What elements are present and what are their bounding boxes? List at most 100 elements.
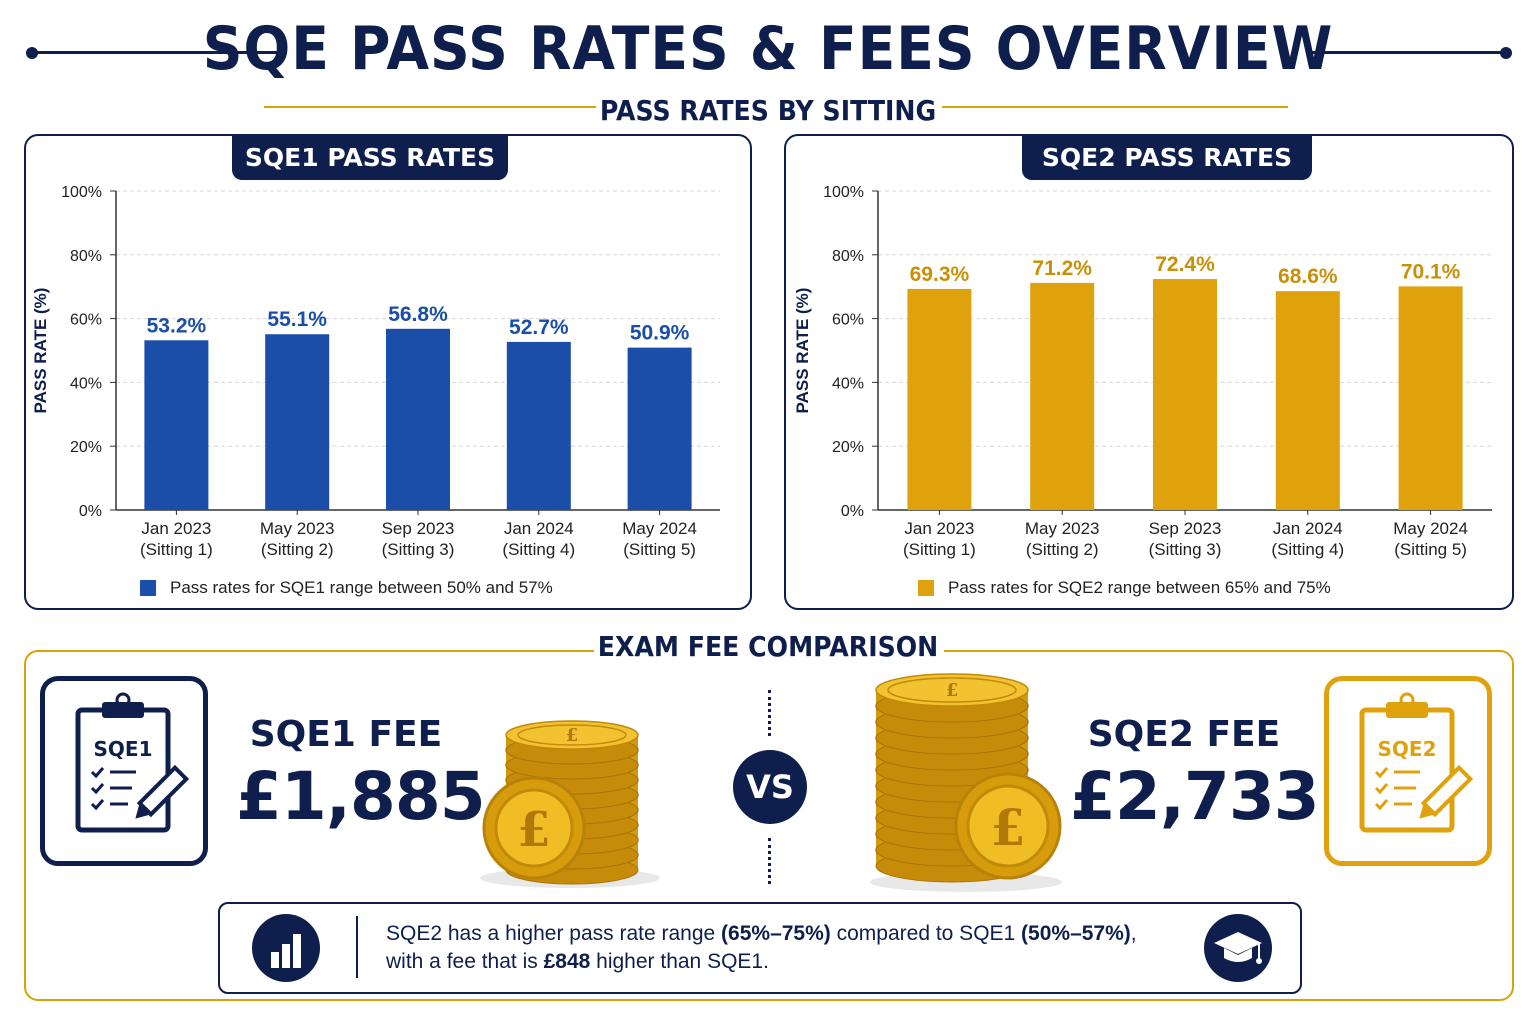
sqe1-coin-top-rim (517, 724, 627, 746)
sqe1-data-label: 50.9% (630, 322, 690, 345)
sqe1-bar (144, 340, 209, 510)
sqe1-y-tick-label: 60% (70, 312, 102, 329)
sqe2-bar (907, 288, 972, 510)
sqe2-fee-label: SQE2 FEE (1087, 714, 1281, 755)
sqe1-chart-panel: SQE1 PASS RATES 0% 20% 40% 60% 80% 100% PASS R… (24, 134, 752, 610)
sqe1-fee-label: SQE1 FEE (249, 714, 443, 755)
summary-text-part: higher than SQE1. (590, 950, 769, 973)
sqe1-x-tick-sublabel: (Sitting 3) (382, 540, 455, 559)
sqe1-coin-symbol: £ (517, 802, 550, 858)
vs-badge: VS (733, 750, 807, 824)
sqe1-x-tick-label: Jan 2023 (141, 519, 211, 538)
sqe2-y-tick-label: 20% (832, 439, 864, 456)
sqe2-fee-value: £2,733 (1070, 758, 1320, 835)
sqe2-coin (875, 673, 1029, 707)
sqe1-data-label: 53.2% (147, 314, 207, 337)
pass-rates-right-rule (942, 106, 1288, 108)
fee-heading-gap (582, 644, 954, 654)
sqe1-y-tick-label: 100% (61, 184, 102, 201)
graduation-cap-icon (1204, 914, 1272, 982)
sqe1-y-tick-label: 0% (79, 503, 102, 520)
sqe1-legend-swatch (140, 580, 156, 596)
summary-divider (356, 916, 358, 978)
sqe1-bar-chart: 0% 20% 40% 60% 80% 100% PASS RATE (%) 53.2% Jan … (31, 184, 720, 559)
sqe2-coin-top-rim (887, 677, 1017, 703)
sqe2-x-tick-label: Jan 2023 (904, 519, 974, 538)
sqe1-bar (386, 328, 450, 510)
sqe2-data-label: 70.1% (1401, 260, 1461, 283)
sqe1-y-tick-label: 20% (70, 439, 102, 456)
summary-highlight: (50%–57%) (1021, 922, 1131, 945)
pass-rates-heading: PASS RATES BY SITTING (599, 94, 937, 127)
sqe2-chart-panel: SQE2 PASS RATES 0% 20% 40% 60% 80% 100% PASS R… (784, 134, 1514, 610)
sqe2-x-tick-label: Sep 2023 (1149, 519, 1222, 538)
sqe2-legend-swatch (918, 580, 934, 596)
vs-top-dots (768, 690, 775, 736)
sqe2-y-tick-label: 100% (823, 184, 864, 201)
sqe2-x-tick-sublabel: (Sitting 3) (1149, 540, 1222, 559)
sqe1-fee-value: £1,885 (236, 758, 486, 835)
sqe1-coin-top-symbol: £ (566, 725, 579, 746)
sqe1-y-axis-label: PASS RATE (%) (31, 288, 50, 414)
fee-left-rule (530, 650, 594, 652)
sqe1-x-tick-label: Jan 2024 (504, 519, 574, 538)
sqe1-x-tick-sublabel: (Sitting 2) (261, 540, 334, 559)
clipboard-icon: SQE1 (75, 692, 190, 833)
summary-text-part: with a fee that is (386, 950, 544, 973)
sqe2-legend: Pass rates for SQE2 range between 65% an… (918, 578, 1331, 598)
sqe1-x-tick-label: Sep 2023 (382, 519, 455, 538)
sqe2-clipboard-card: SQE2 (1324, 676, 1492, 866)
sqe1-x-tick-sublabel: (Sitting 5) (623, 540, 696, 559)
sqe1-data-label: 56.8% (388, 303, 448, 326)
sqe2-x-tick-label: Jan 2024 (1273, 519, 1343, 538)
page-title: SQE PASS RATES & FEES OVERVIEW (202, 14, 1334, 84)
sqe1-clipboard-text: SQE1 (94, 737, 153, 761)
summary-text-part: compared to SQE1 (830, 922, 1022, 945)
summary-text-part: SQE2 has a higher pass rate range (386, 922, 722, 945)
sqe2-x-tick-label: May 2023 (1025, 519, 1100, 538)
sqe1-x-tick-sublabel: (Sitting 1) (140, 540, 213, 559)
sqe1-coin-stack-icon: £ £ (480, 720, 660, 888)
sqe2-x-tick-sublabel: (Sitting 1) (903, 540, 976, 559)
sqe1-x-tick-label: May 2024 (622, 519, 697, 538)
sqe1-bar (265, 334, 330, 510)
sqe2-bar-chart: 0% 20% 40% 60% 80% 100% PASS RATE (%) 69.3% Jan … (793, 184, 1492, 559)
sqe2-bar (1153, 279, 1217, 510)
bar-chart-icon (252, 914, 320, 982)
sqe1-x-tick-sublabel: (Sitting 4) (502, 540, 575, 559)
sqe2-x-tick-sublabel: (Sitting 2) (1026, 540, 1099, 559)
sqe2-legend-text: Pass rates for SQE2 range between 65% an… (948, 578, 1331, 597)
clipboard-icon: SQE2 (1359, 692, 1474, 833)
sqe1-data-label: 55.1% (267, 308, 327, 331)
sqe1-legend-text: Pass rates for SQE1 range between 50% an… (170, 578, 553, 597)
sqe1-coin (505, 720, 639, 750)
sqe1-clipboard-card: SQE1 (40, 676, 208, 866)
summary-highlight: £848 (543, 950, 591, 973)
summary-highlight: (65%–75%) (721, 922, 831, 945)
sqe1-bar (506, 341, 571, 510)
sqe2-data-label: 72.4% (1155, 253, 1215, 276)
sqe2-data-label: 68.6% (1278, 265, 1338, 288)
fee-heading: EXAM FEE COMPARISON (597, 630, 939, 663)
summary-box: SQE2 has a higher pass rate range (65%–7… (218, 902, 1302, 994)
sqe2-coin-symbol: £ (991, 798, 1026, 857)
sqe1-bar (627, 347, 692, 510)
sqe2-bar (1398, 286, 1463, 510)
sqe1-y-tick-label: 80% (70, 248, 102, 265)
vs-bottom-dots (768, 838, 775, 884)
sqe1-y-tick-label: 40% (70, 375, 102, 392)
summary-text-part: , (1130, 922, 1137, 945)
sqe2-y-tick-label: 80% (832, 248, 864, 265)
sqe1-data-label: 52.7% (509, 316, 569, 339)
sqe2-coin-top-symbol: £ (946, 680, 959, 701)
sqe2-clipboard-text: SQE2 (1378, 737, 1437, 761)
sqe2-y-tick-label: 40% (832, 375, 864, 392)
sqe2-y-axis-label: PASS RATE (%) (793, 288, 812, 414)
title-right-rule (1312, 51, 1504, 54)
fee-right-rule (944, 650, 1008, 652)
sqe2-x-tick-sublabel: (Sitting 5) (1394, 540, 1467, 559)
title-right-dot (1500, 47, 1512, 59)
title-left-rule (32, 51, 280, 54)
summary-text: SQE2 has a higher pass rate range (65%–7… (386, 920, 1206, 976)
sqe2-bar (1275, 291, 1340, 510)
